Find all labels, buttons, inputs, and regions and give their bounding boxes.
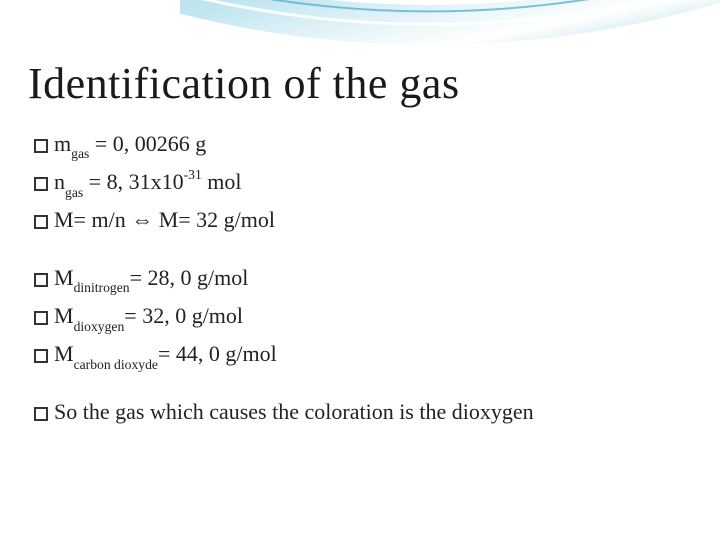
bullet-text: ngas = 8, 31x10-31 mol: [54, 166, 242, 200]
bullet-line: Mdioxygen= 32, 0 g/mol: [34, 300, 277, 334]
bullet-line: mgas = 0, 00266 g: [34, 128, 275, 162]
bullet-square-icon: [34, 311, 48, 325]
bullet-square-icon: [34, 215, 48, 229]
text-frag: M= 32 g/mol: [153, 207, 275, 232]
bullet-line: Mcarbon dioxyde= 44, 0 g/mol: [34, 338, 277, 372]
text-frag: = 32, 0 g/mol: [124, 303, 243, 328]
superscript: -31: [184, 167, 202, 182]
bullet-line: ngas = 8, 31x10-31 mol: [34, 166, 275, 200]
bullet-square-icon: [34, 139, 48, 153]
bullet-line: So the gas which causes the coloration i…: [34, 396, 534, 428]
text-frag: m: [54, 131, 71, 156]
text-frag: = 8, 31x10: [83, 169, 183, 194]
text-frag: n: [54, 169, 65, 194]
text-frag: M= m/n: [54, 207, 131, 232]
text-frag: = 28, 0 g/mol: [130, 265, 249, 290]
subscript: dioxygen: [74, 319, 125, 334]
subscript: gas: [71, 146, 89, 161]
bullet-line: Mdinitrogen= 28, 0 g/mol: [34, 262, 277, 296]
text-frag: M: [54, 265, 74, 290]
bullet-block-3: So the gas which causes the coloration i…: [34, 396, 534, 432]
bullet-square-icon: [34, 407, 48, 421]
slide-title: Identification of the gas: [28, 58, 460, 109]
bullet-line: M= m/n ⇔ M= 32 g/mol: [34, 204, 275, 236]
text-frag: = 44, 0 g/mol: [158, 341, 277, 366]
bullet-square-icon: [34, 177, 48, 191]
text-frag: M: [54, 303, 74, 328]
subscript: carbon dioxyde: [74, 357, 158, 372]
bullet-square-icon: [34, 273, 48, 287]
arrow-icon: ⇔: [131, 207, 153, 232]
bullet-text: So the gas which causes the coloration i…: [54, 396, 534, 428]
bullet-text: mgas = 0, 00266 g: [54, 128, 206, 162]
bullet-text: Mdioxygen= 32, 0 g/mol: [54, 300, 243, 334]
bullet-text: Mdinitrogen= 28, 0 g/mol: [54, 262, 248, 296]
subscript: dinitrogen: [74, 280, 130, 295]
bullet-text: Mcarbon dioxyde= 44, 0 g/mol: [54, 338, 277, 372]
subscript: gas: [65, 185, 83, 200]
bullet-block-1: mgas = 0, 00266 g ngas = 8, 31x10-31 mol…: [34, 128, 275, 240]
text-frag: M: [54, 341, 74, 366]
text-frag: mol: [202, 169, 242, 194]
bullet-block-2: Mdinitrogen= 28, 0 g/mol Mdioxygen= 32, …: [34, 262, 277, 376]
text-frag: = 0, 00266 g: [89, 131, 206, 156]
bullet-square-icon: [34, 349, 48, 363]
bullet-text: M= m/n ⇔ M= 32 g/mol: [54, 204, 275, 236]
